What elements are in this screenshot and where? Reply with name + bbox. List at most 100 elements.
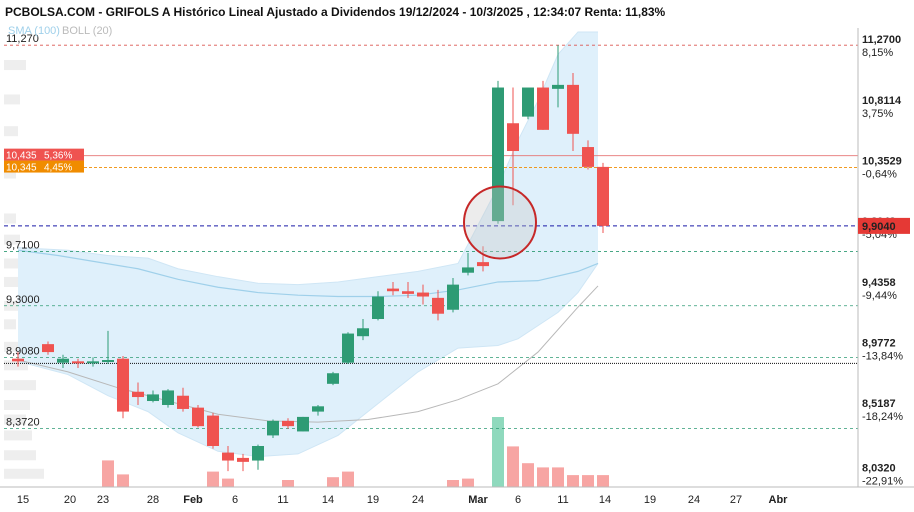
x-tick-label: Abr: [769, 494, 789, 506]
volume-bar: [462, 478, 474, 487]
current-price-label: 9,9040: [862, 221, 896, 233]
candle-body: [237, 457, 249, 462]
right-tick-label: 8,5187: [862, 398, 896, 410]
price-marker-badge: [4, 148, 84, 161]
x-tick-label: 27: [730, 494, 742, 506]
candle-body: [252, 445, 264, 461]
volume-profile-bar: [4, 360, 28, 371]
x-tick-label: 19: [367, 494, 379, 506]
candle-body: [462, 267, 474, 273]
x-tick-label: 24: [412, 494, 424, 506]
price-levels: 11,270 9,7100 9,3000 8,9080 8,3720: [4, 33, 858, 429]
candle-body: [162, 390, 174, 405]
candle-body: [387, 288, 399, 292]
volume-profile-bar: [4, 399, 30, 410]
level-label: 8,9080: [6, 346, 40, 358]
candle-body: [282, 420, 294, 427]
volume-profile-bar: [4, 168, 16, 179]
volume-bars: [102, 417, 609, 487]
candle-body: [432, 297, 444, 314]
right-tick-pct: -9,44%: [862, 290, 897, 302]
candle-body: [57, 358, 69, 363]
level-label: 11,270: [6, 33, 39, 45]
level-label: 8,3720: [6, 417, 40, 429]
volume-bar: [597, 475, 609, 487]
volume-profile-bar: [4, 126, 18, 137]
volume-profile-bar: [4, 60, 26, 71]
right-tick-label: 11,2700: [862, 34, 901, 46]
candle-body: [42, 344, 54, 353]
price-marker-value: 10,345: [6, 163, 37, 174]
highlight-circle-shape: [463, 185, 537, 260]
volume-profile-bar: [4, 94, 20, 105]
candle-body: [552, 84, 564, 89]
volume-profile-bar: [4, 258, 26, 269]
volume-bar: [492, 417, 504, 487]
volume-profile-bar: [4, 234, 20, 245]
volume-profile-bar: [4, 450, 36, 461]
volume-bar: [117, 474, 129, 487]
right-tick-label: 8,0320: [862, 463, 896, 475]
x-tick-label: 24: [688, 494, 700, 506]
candle-body: [357, 328, 369, 337]
candle-body: [477, 262, 489, 267]
x-tick-label: 11: [277, 494, 288, 506]
right-tick-label: 10,3529: [862, 156, 902, 168]
volume-profile-bar: [4, 414, 26, 425]
price-marker-value: 10,435: [6, 151, 37, 162]
candle-body: [267, 420, 279, 436]
volume-bar: [522, 463, 534, 487]
volume-profile-bar: [4, 380, 36, 391]
candle-body: [312, 406, 324, 412]
right-tick-label: 9,4358: [862, 277, 896, 289]
x-tick-label: 23: [97, 494, 109, 506]
volume-bar: [507, 446, 519, 487]
candle-body: [522, 87, 534, 117]
x-tick-label: 15: [17, 494, 29, 506]
bollinger-lower-line: [17, 263, 599, 458]
right-tick-pct: -0,64%: [862, 169, 897, 181]
volume-bar: [207, 471, 219, 487]
candle-body: [342, 333, 354, 363]
candle-body: [102, 360, 114, 363]
right-tick-pct: -22,91%: [862, 476, 903, 488]
candlesticks: [12, 45, 609, 472]
x-tick-label: 6: [515, 494, 521, 506]
candle-body: [87, 361, 99, 364]
right-tick-pct: 8,15%: [862, 47, 893, 59]
price-marker-badge: [4, 160, 84, 173]
volume-profile-bar: [4, 341, 18, 352]
volume-profile-bar: [4, 468, 44, 479]
bollinger-mid-line: [17, 249, 599, 298]
candle-body: [417, 292, 429, 297]
right-tick-pct: 3,75%: [862, 108, 893, 120]
legend-boll: BOLL (20): [62, 25, 112, 37]
right-tick-label: 10,8114: [862, 95, 902, 107]
x-tick-label: 11: [557, 494, 568, 506]
x-tick-label: 20: [64, 494, 76, 506]
volume-profile-bar: [4, 213, 16, 224]
volume-profile-bar: [4, 430, 32, 441]
volume-bar: [447, 480, 459, 487]
candle-body: [12, 358, 24, 362]
volume-bar: [222, 478, 234, 487]
candle-body: [447, 284, 459, 310]
candle-body: [117, 358, 129, 412]
x-tick-label: 6: [232, 494, 238, 506]
volume-bar: [282, 480, 294, 487]
candle-body: [222, 452, 234, 461]
right-tick-pct: -18,24%: [862, 411, 903, 423]
right-tick-pct: -13,84%: [862, 350, 903, 362]
candle-body: [132, 391, 144, 398]
candle-body: [372, 296, 384, 320]
candle-body: [297, 416, 309, 432]
volume-bar: [582, 475, 594, 487]
candle-body: [327, 373, 339, 384]
volume-bar: [567, 475, 579, 487]
highlight-circle: [463, 185, 537, 260]
candle-body: [597, 166, 609, 226]
x-tick-label: 14: [322, 494, 334, 506]
candle-body: [537, 87, 549, 130]
level-label: 9,7100: [6, 240, 40, 252]
